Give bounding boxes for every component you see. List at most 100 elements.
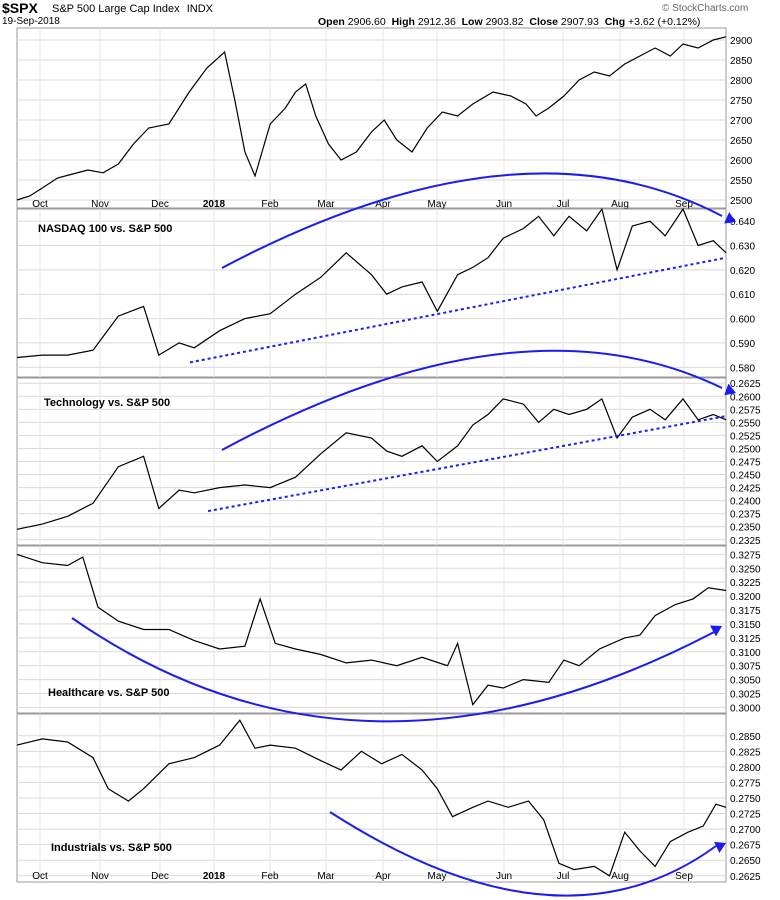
x-tick-label: May bbox=[428, 199, 447, 210]
y-tick-label: 0.3275 bbox=[730, 550, 761, 561]
series-line bbox=[16, 207, 727, 359]
y-tick-label: 2800 bbox=[730, 76, 753, 87]
x-tick-label: Sep bbox=[675, 871, 693, 882]
y-tick-label: 0.610 bbox=[730, 290, 755, 301]
y-tick-label: 2600 bbox=[730, 156, 753, 167]
y-tick-label: 0.2850 bbox=[730, 732, 761, 743]
symbol: $SPX bbox=[2, 0, 38, 16]
y-tick-label: 0.600 bbox=[730, 315, 755, 326]
y-tick-label: 0.2775 bbox=[730, 778, 761, 789]
y-tick-label: 2700 bbox=[730, 116, 753, 127]
panel-title: Technology vs. S&P 500 bbox=[44, 397, 170, 409]
x-tick-label: Jul bbox=[557, 199, 570, 210]
y-tick-label: 0.3025 bbox=[730, 690, 761, 701]
industrials-arc-arrow bbox=[714, 841, 726, 854]
chg-label: Chg bbox=[604, 16, 626, 28]
y-tick-label: 0.620 bbox=[730, 266, 755, 277]
close-value: 2907.93 bbox=[560, 16, 599, 28]
y-tick-label: 2900 bbox=[730, 36, 753, 47]
x-tick-label: Jul bbox=[557, 871, 570, 882]
y-tick-label: 0.2425 bbox=[730, 484, 761, 495]
x-tick-label: Feb bbox=[261, 199, 279, 210]
healthcare-arc bbox=[71, 617, 717, 723]
panel-title: Industrials vs. S&P 500 bbox=[51, 842, 172, 854]
x-tick-label: Oct bbox=[32, 871, 48, 882]
y-tick-label: 0.3175 bbox=[730, 606, 761, 617]
y-tick-label: 0.640 bbox=[730, 217, 755, 228]
ohlc-readout: Open 2906.60 High 2912.36 Low 2903.82 Cl… bbox=[318, 16, 700, 28]
y-tick-label: 0.3050 bbox=[730, 676, 761, 687]
y-tick-label: 0.2650 bbox=[730, 856, 761, 867]
x-tick-label: Apr bbox=[375, 871, 391, 882]
panel-frame bbox=[16, 545, 727, 714]
low-label: Low bbox=[461, 16, 483, 28]
x-tick-label: Feb bbox=[261, 871, 279, 882]
nasdaq-arc-arrow bbox=[724, 212, 736, 224]
open-label: Open bbox=[318, 16, 345, 28]
y-tick-label: 0.2525 bbox=[730, 431, 761, 442]
panel-frame bbox=[16, 208, 727, 378]
y-tick-label: 0.2625 bbox=[730, 379, 761, 390]
x-tick-label: Nov bbox=[91, 871, 109, 882]
technology-arc bbox=[221, 349, 723, 451]
high-value: 2912.36 bbox=[417, 16, 456, 28]
y-tick-label: 0.3150 bbox=[730, 620, 761, 631]
trendline bbox=[207, 415, 727, 513]
y-tick-label: 0.2500 bbox=[730, 444, 761, 455]
y-tick-label: 0.2575 bbox=[730, 405, 761, 416]
y-tick-label: 0.2825 bbox=[730, 747, 761, 758]
x-tick-label: 2018 bbox=[203, 199, 226, 210]
x-tick-label: Apr bbox=[375, 199, 391, 210]
healthcare-arc-arrow bbox=[710, 625, 722, 637]
low-value: 2903.82 bbox=[485, 16, 524, 28]
x-tick-label: Jun bbox=[496, 199, 512, 210]
panel-title: NASDAQ 100 vs. S&P 500 bbox=[38, 223, 172, 235]
x-tick-label: Dec bbox=[151, 199, 169, 210]
y-tick-label: 2750 bbox=[730, 96, 753, 107]
x-tick-label: May bbox=[428, 871, 447, 882]
y-tick-label: 0.2700 bbox=[730, 825, 761, 836]
date-label: 19-Sep-2018 bbox=[2, 16, 60, 27]
y-tick-label: 0.2475 bbox=[730, 458, 761, 469]
index-name: S&P 500 Large Cap Index INDX bbox=[52, 3, 213, 15]
y-tick-label: 0.2600 bbox=[730, 392, 761, 403]
y-tick-label: 2550 bbox=[730, 176, 753, 187]
watermark: © StockCharts.com bbox=[662, 3, 749, 14]
x-tick-label: Dec bbox=[151, 871, 169, 882]
y-tick-label: 0.2750 bbox=[730, 794, 761, 805]
x-tick-label: Sep bbox=[675, 199, 693, 210]
name: S&P 500 Large Cap Index bbox=[52, 3, 180, 15]
y-tick-label: 0.3000 bbox=[730, 703, 761, 714]
technology-arc-arrow bbox=[724, 383, 736, 396]
x-tick-label: Mar bbox=[317, 199, 335, 210]
nasdaq-arc bbox=[221, 172, 723, 269]
y-tick-label: 0.2325 bbox=[730, 536, 761, 547]
y-tick-label: 0.3250 bbox=[730, 564, 761, 575]
x-tick-label: Oct bbox=[32, 199, 48, 210]
y-tick-label: 0.2675 bbox=[730, 841, 761, 852]
exchange: INDX bbox=[186, 3, 213, 15]
industrials-arc bbox=[329, 811, 717, 897]
y-tick-label: 0.3075 bbox=[730, 662, 761, 673]
symbol-title: $SPX bbox=[2, 0, 38, 16]
high-label: High bbox=[391, 16, 415, 28]
y-tick-label: 0.2400 bbox=[730, 497, 761, 508]
x-tick-label: Nov bbox=[91, 199, 109, 210]
series-line bbox=[16, 719, 727, 877]
y-tick-label: 0.2450 bbox=[730, 471, 761, 482]
series-line bbox=[16, 397, 727, 530]
trendline bbox=[189, 256, 727, 364]
y-tick-label: 0.3225 bbox=[730, 578, 761, 589]
y-tick-label: 0.3200 bbox=[730, 592, 761, 603]
y-tick-label: 0.3125 bbox=[730, 634, 761, 645]
y-tick-label: 0.2375 bbox=[730, 510, 761, 521]
y-tick-label: 0.580 bbox=[730, 363, 755, 374]
y-tick-label: 0.2800 bbox=[730, 763, 761, 774]
y-tick-label: 0.2625 bbox=[730, 872, 761, 883]
x-tick-label: Aug bbox=[611, 199, 629, 210]
series-line bbox=[16, 553, 727, 706]
panel-title: Healthcare vs. S&P 500 bbox=[48, 687, 169, 699]
y-tick-label: 0.590 bbox=[730, 339, 755, 350]
y-tick-label: 0.630 bbox=[730, 242, 755, 253]
